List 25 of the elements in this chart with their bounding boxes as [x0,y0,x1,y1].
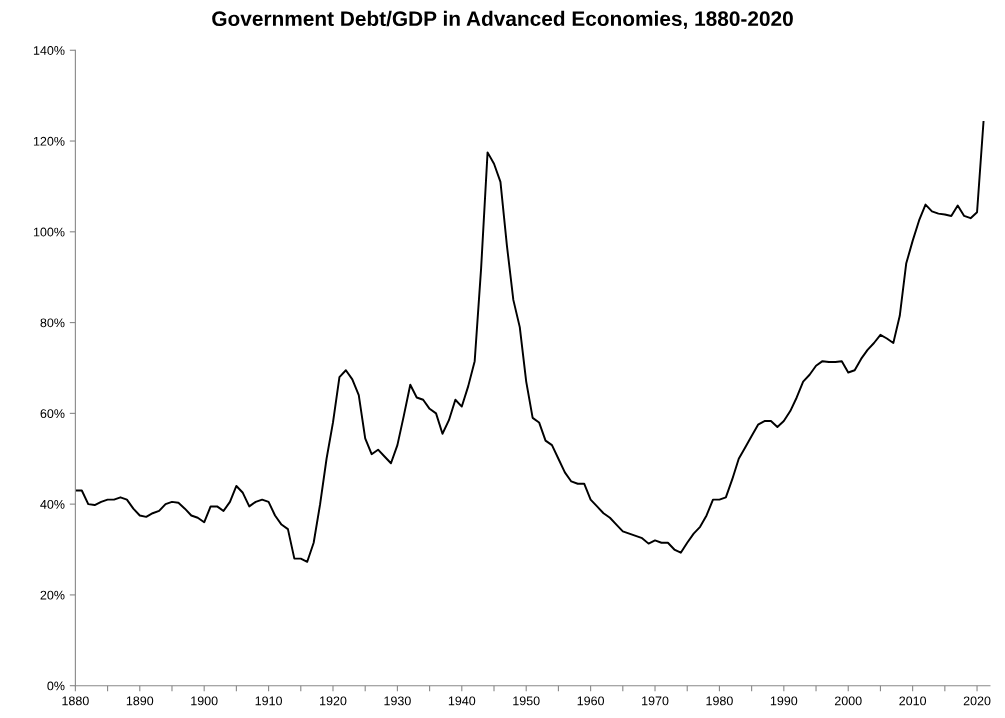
x-tick-label: 1930 [384,696,411,706]
y-tick-label: 60% [40,409,65,419]
y-tick-label: 140% [33,46,65,55]
x-tick-label: 1940 [448,696,476,706]
x-tick-label: 1980 [706,696,733,706]
x-tick-label: 1900 [191,696,218,706]
x-tick-label: 1910 [255,696,283,706]
x-tick-label: 2000 [834,696,862,706]
x-tick-label: 1920 [320,696,347,706]
line-series [75,121,985,563]
x-tick-label: 1970 [642,696,669,706]
x-tick-label: 1890 [126,696,154,706]
y-tick-label: 80% [40,318,65,328]
x-tick-label: 1950 [513,696,540,706]
y-tick-label: 100% [33,227,65,237]
y-tick-label: 40% [40,499,65,509]
y-tick-label: 0% [47,681,65,691]
y-tick-label: 20% [40,590,65,600]
x-tick-label: 1990 [770,696,798,706]
x-tick-label: 1880 [62,696,89,706]
x-tick-label: 2020 [963,696,991,706]
chart-title: Government Debt/GDP in Advanced Economies, 1880-2020 [212,10,793,30]
x-tick-label: 1960 [577,696,605,706]
y-tick-label: 120% [33,136,65,146]
x-tick-label: 2010 [899,696,927,706]
